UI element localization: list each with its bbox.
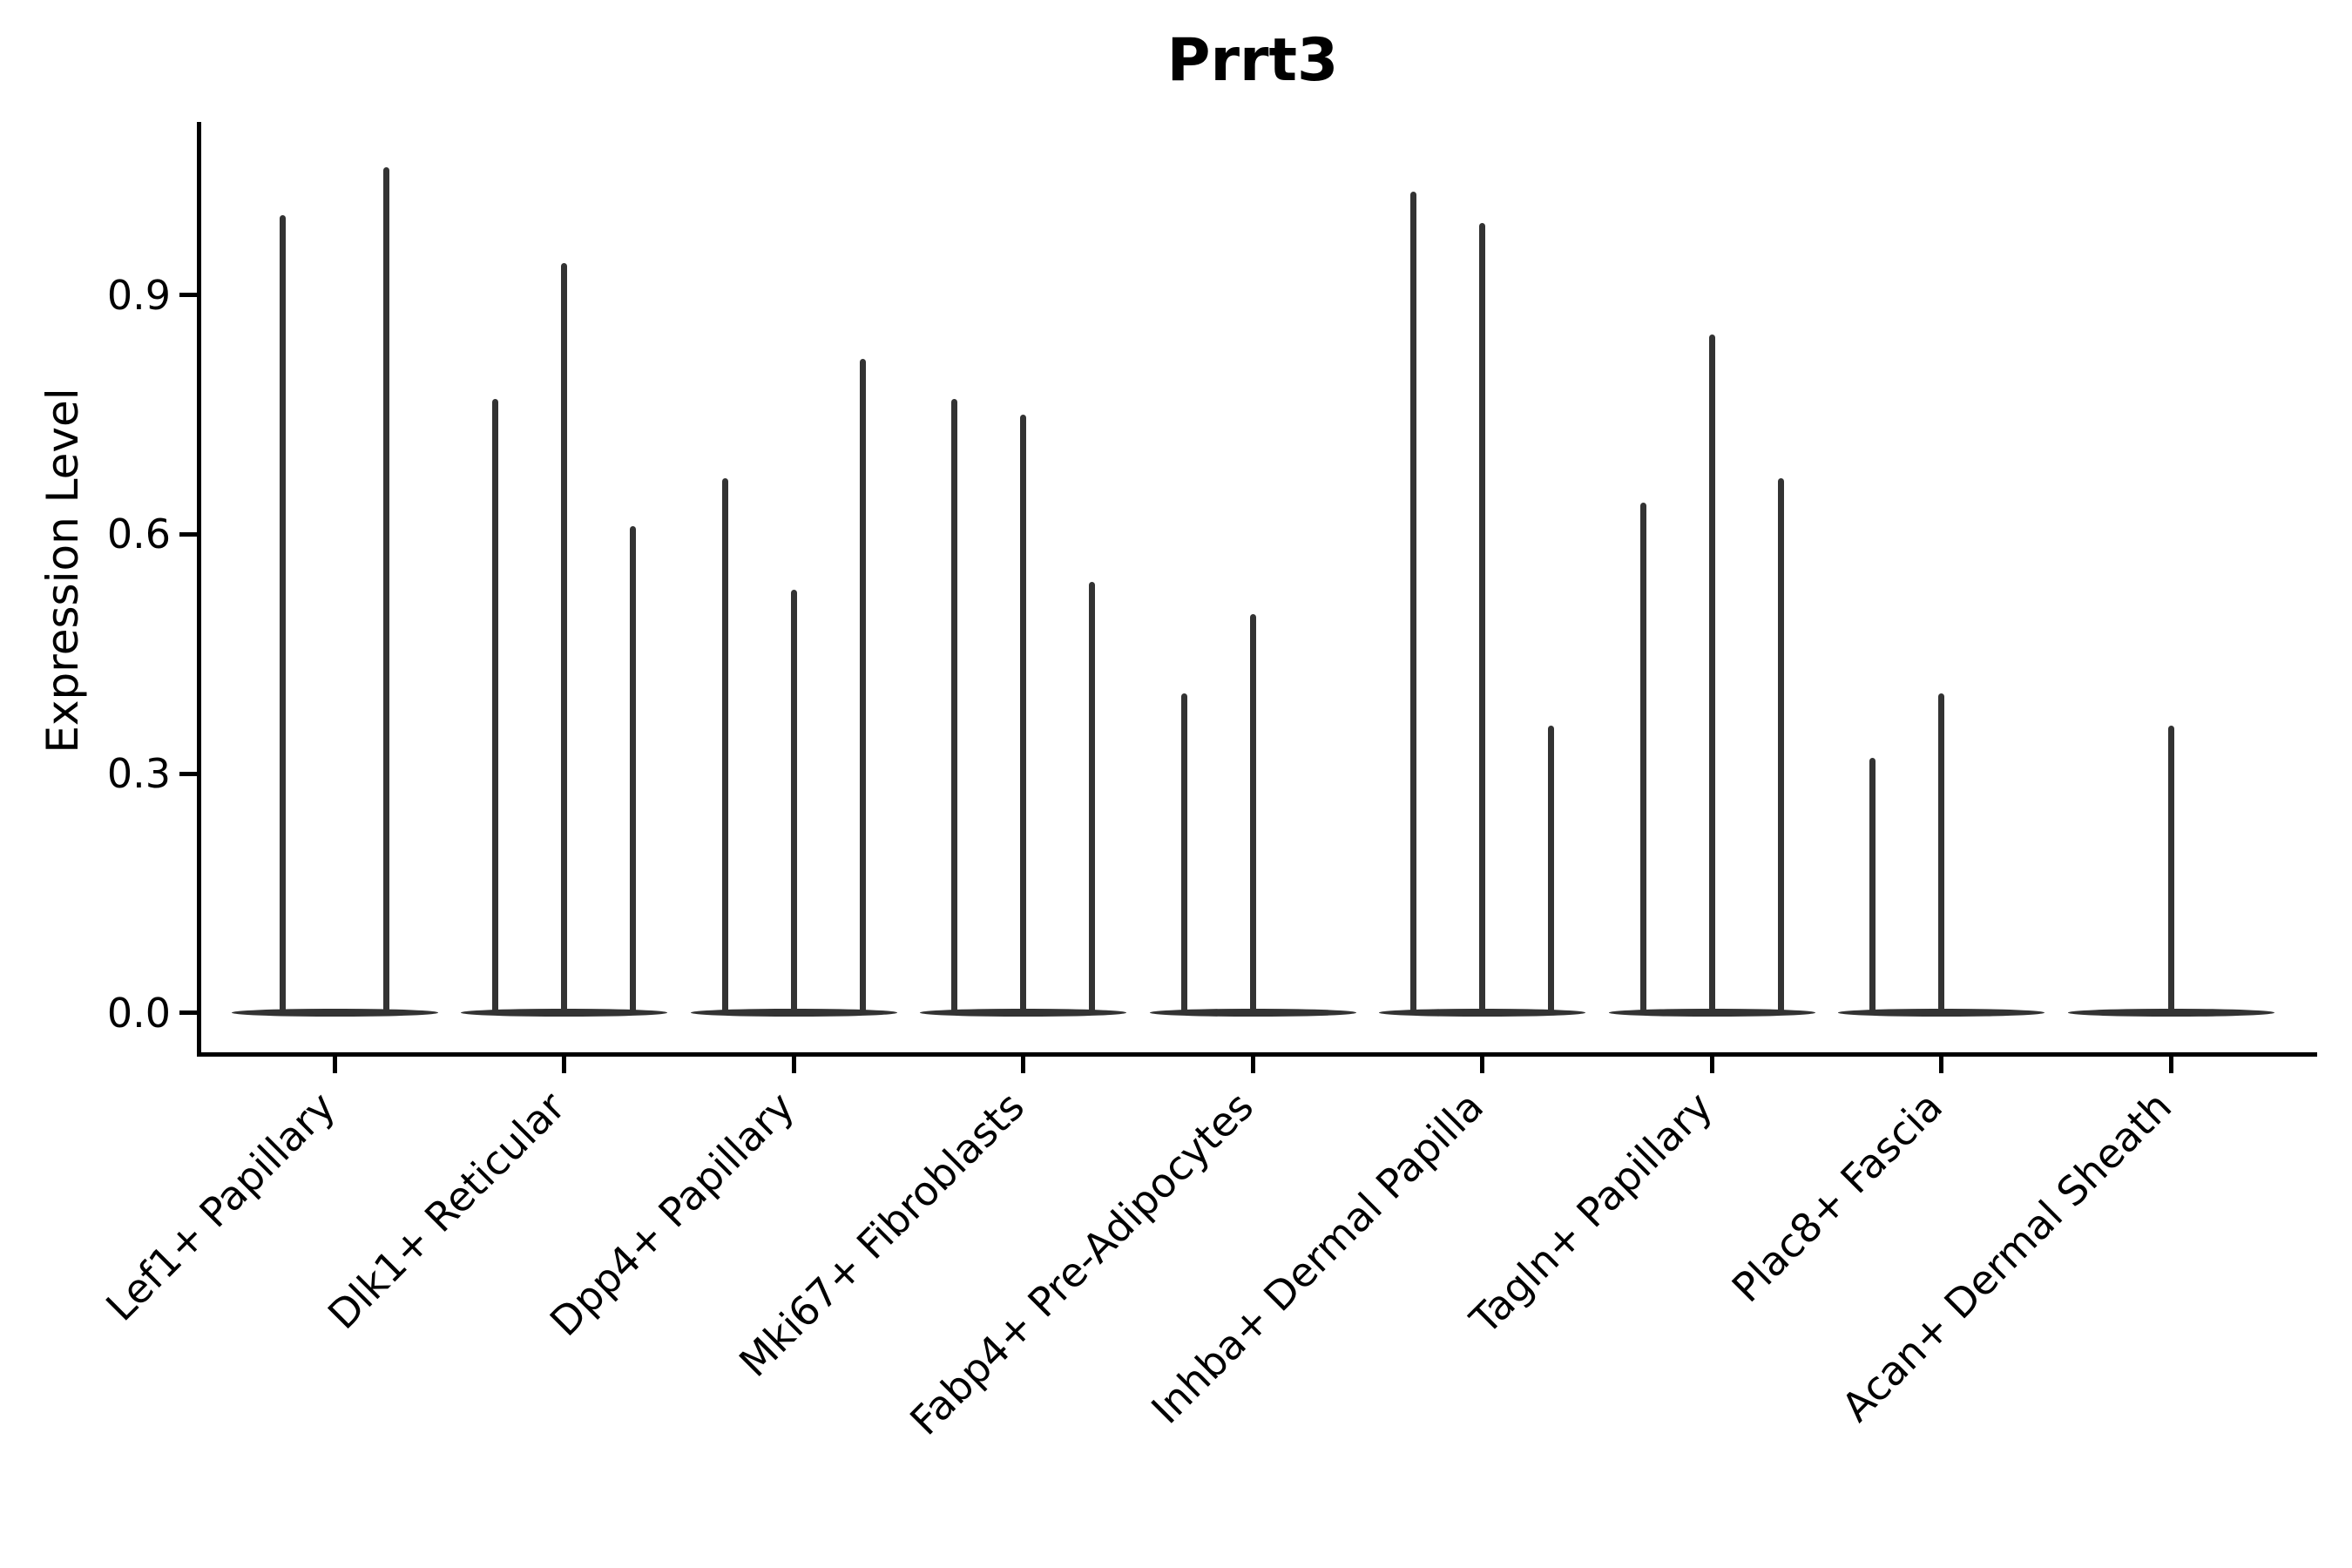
violin-spike	[2167, 726, 2174, 1015]
violin-spike	[382, 167, 389, 1015]
x-tick	[2168, 1052, 2173, 1073]
violin-spike	[280, 215, 287, 1015]
x-tick	[562, 1052, 566, 1073]
x-tick	[1939, 1052, 1943, 1073]
x-tick-label: Inhba+ Dermal Papilla	[1141, 1082, 1492, 1433]
x-tick-label: Mki67+ Fibroblasts	[729, 1082, 1033, 1386]
x-tick-label: Fabp4+ Pre-Adipocytes	[901, 1082, 1263, 1444]
x-tick-label: Acan+ Dermal Sheath	[1832, 1082, 2181, 1431]
violin-spike	[561, 263, 567, 1015]
x-tick	[332, 1052, 337, 1073]
y-axis-spine	[196, 122, 201, 1057]
x-tick-label: Lef1+ Papillary	[97, 1082, 345, 1330]
violin-spike	[951, 398, 957, 1015]
violin-spike	[1089, 582, 1095, 1015]
x-tick	[1480, 1052, 1484, 1073]
y-tick	[179, 531, 197, 537]
violin-spike	[721, 478, 728, 1015]
violin-spike	[1548, 726, 1554, 1015]
y-tick-label: 0.3	[106, 750, 171, 798]
x-tick	[1709, 1052, 1714, 1073]
x-tick-label: Tagln+ Papillary	[1461, 1082, 1722, 1343]
y-tick	[179, 771, 197, 776]
y-tick-label: 0.9	[106, 271, 171, 319]
x-tick-label: Dlk1+ Reticular	[318, 1082, 574, 1339]
x-tick	[1250, 1052, 1255, 1073]
violin-baseline	[231, 1009, 438, 1017]
chart-title: Prrt3	[1166, 26, 1339, 95]
violin-spike	[1639, 502, 1646, 1015]
y-tick	[179, 293, 197, 298]
y-tick-label: 0.0	[106, 989, 171, 1037]
violin-spike	[630, 526, 636, 1015]
violin-spike	[1708, 335, 1715, 1015]
x-axis-spine	[196, 1052, 2317, 1057]
x-tick-label: Dpp4+ Papillary	[540, 1082, 804, 1346]
violin-spike	[859, 358, 866, 1015]
violin-spike	[1249, 613, 1256, 1015]
violin-spike	[1020, 415, 1026, 1015]
x-tick	[791, 1052, 796, 1073]
violin-spike	[492, 398, 498, 1015]
y-tick-label: 0.6	[106, 510, 171, 558]
violin-spike	[1410, 191, 1416, 1015]
violin-spike	[1938, 693, 1944, 1015]
violin-spike	[1869, 757, 1876, 1015]
y-tick	[179, 1010, 197, 1016]
violin-spike	[1479, 223, 1485, 1015]
violin-spike	[790, 590, 797, 1015]
x-tick	[1021, 1052, 1025, 1073]
x-tick-label: Plac8+ Fascia	[1722, 1082, 1951, 1312]
violin-spike	[1180, 693, 1187, 1015]
violin-spike	[1777, 478, 1784, 1015]
